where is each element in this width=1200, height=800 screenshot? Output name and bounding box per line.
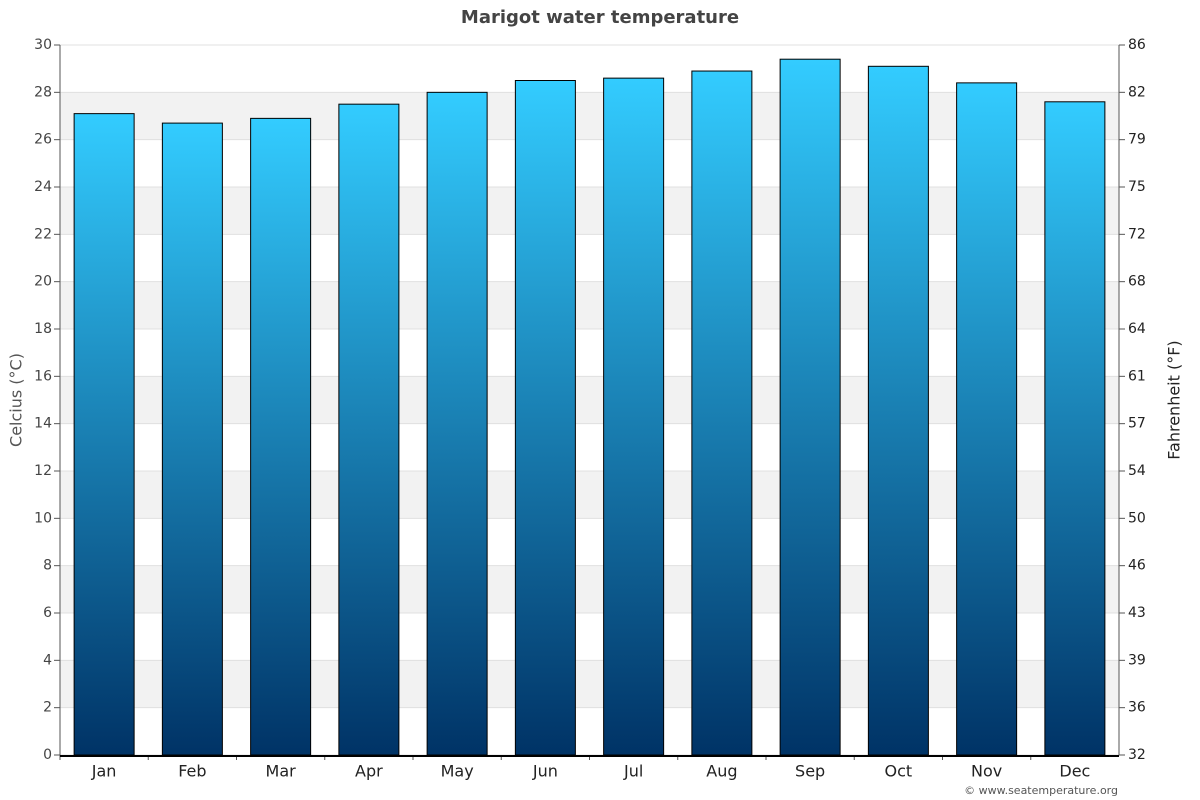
bar [1044, 101, 1106, 756]
y2-tick-label: 46 [1128, 558, 1146, 574]
x-tick-label: Dec [1059, 762, 1090, 781]
grid-band [60, 281, 1119, 329]
y-tick-label: 16 [34, 368, 52, 384]
y2-tick-label: 86 [1128, 37, 1146, 53]
grid-band [60, 92, 1119, 140]
y-tick-label: 10 [34, 510, 52, 526]
y2-tick-label: 68 [1128, 274, 1146, 290]
x-tick-label: Aug [706, 762, 737, 781]
x-tick-label: Feb [178, 762, 206, 781]
x-tick-label: Oct [885, 762, 913, 781]
y-tick-label: 4 [43, 652, 52, 668]
x-tick-label: Jul [623, 762, 643, 781]
bar [426, 91, 488, 756]
y2-tick-label: 57 [1128, 416, 1146, 432]
grid-band [60, 376, 1119, 424]
y-tick-label: 2 [43, 700, 52, 716]
y-tick-label: 22 [34, 226, 52, 242]
bar [956, 82, 1018, 756]
bar [73, 113, 135, 756]
y-tick-label: 8 [43, 558, 52, 574]
x-tick-label: Jan [91, 762, 117, 781]
bar [779, 58, 841, 756]
y-tick-label: 14 [34, 416, 52, 432]
x-tick-label: Mar [266, 762, 297, 781]
y2-tick-label: 79 [1128, 132, 1146, 148]
y-tick-label: 0 [43, 747, 52, 763]
y-tick-label: 28 [34, 84, 52, 100]
y-axis-label: Celcius (°C) [7, 353, 26, 447]
y-tick-label: 26 [34, 132, 52, 148]
bar [603, 77, 665, 756]
y-tick-label: 6 [43, 605, 52, 621]
grid-band [60, 565, 1119, 613]
x-tick-label: Jun [532, 762, 558, 781]
y2-tick-label: 36 [1128, 700, 1146, 716]
grid-band [60, 660, 1119, 708]
y-tick-label: 30 [34, 37, 52, 53]
bar [338, 103, 400, 756]
y2-tick-label: 82 [1128, 84, 1146, 100]
y2-tick-label: 32 [1128, 747, 1146, 763]
x-tick-label: Apr [355, 762, 383, 781]
y2-tick-label: 39 [1128, 652, 1146, 668]
y-tick-label: 24 [34, 179, 52, 195]
x-tick-label: Nov [971, 762, 1002, 781]
y-tick-label: 18 [34, 321, 52, 337]
y2-tick-label: 72 [1128, 226, 1146, 242]
x-tick-label: May [441, 762, 474, 781]
bar [250, 117, 312, 756]
y-tick-label: 20 [34, 274, 52, 290]
y2-tick-label: 64 [1128, 321, 1146, 337]
bar [691, 70, 753, 756]
grid-band [60, 471, 1119, 519]
grid-band [60, 187, 1119, 235]
y2-tick-label: 61 [1128, 368, 1146, 384]
y2-axis-label: Fahrenheit (°F) [1165, 340, 1184, 459]
y2-tick-label: 54 [1128, 463, 1146, 479]
y2-tick-label: 50 [1128, 510, 1146, 526]
y2-tick-label: 43 [1128, 605, 1146, 621]
x-tick-label: Sep [795, 762, 825, 781]
chart-title: Marigot water temperature [461, 7, 739, 28]
y2-tick-label: 75 [1128, 179, 1146, 195]
credit: © www.seatemperature.org [964, 784, 1118, 797]
bar [514, 80, 576, 756]
y-tick-label: 12 [34, 463, 52, 479]
bar [867, 65, 929, 756]
bar [161, 122, 223, 756]
